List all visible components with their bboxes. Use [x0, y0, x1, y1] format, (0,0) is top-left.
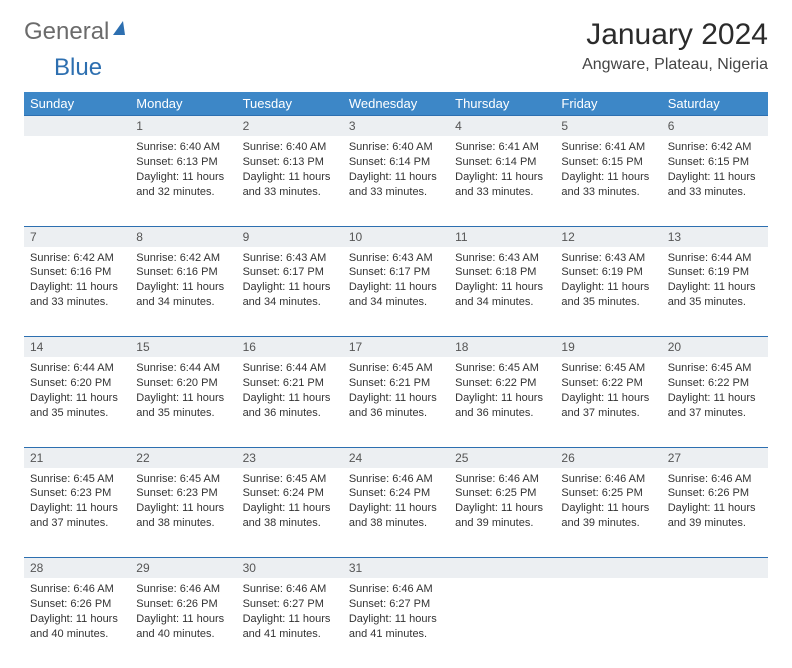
day-data-cell: Sunrise: 6:46 AMSunset: 6:25 PMDaylight:… — [555, 468, 661, 558]
day-number-cell: 9 — [237, 226, 343, 247]
brand-part1: General — [24, 18, 109, 46]
location-text: Angware, Plateau, Nigeria — [582, 56, 768, 74]
day-data-cell: Sunrise: 6:40 AMSunset: 6:13 PMDaylight:… — [130, 136, 236, 226]
day-data-cell: Sunrise: 6:42 AMSunset: 6:16 PMDaylight:… — [24, 247, 130, 337]
day-data-cell: Sunrise: 6:45 AMSunset: 6:22 PMDaylight:… — [449, 357, 555, 447]
calendar-body: 123456Sunrise: 6:40 AMSunset: 6:13 PMDay… — [24, 116, 768, 668]
day-number-cell: 19 — [555, 337, 661, 358]
day-data-cell: Sunrise: 6:42 AMSunset: 6:16 PMDaylight:… — [130, 247, 236, 337]
day-number-cell: 22 — [130, 447, 236, 468]
day-data-cell: Sunrise: 6:43 AMSunset: 6:17 PMDaylight:… — [343, 247, 449, 337]
day-number-cell: 28 — [24, 558, 130, 579]
day-data-cell: Sunrise: 6:44 AMSunset: 6:20 PMDaylight:… — [24, 357, 130, 447]
day-number-cell — [449, 558, 555, 579]
day-number-cell: 14 — [24, 337, 130, 358]
day-number-cell: 21 — [24, 447, 130, 468]
day-number-cell: 6 — [662, 116, 768, 137]
day-data-row: Sunrise: 6:40 AMSunset: 6:13 PMDaylight:… — [24, 136, 768, 226]
day-number-cell: 7 — [24, 226, 130, 247]
weekday-header: Sunday — [24, 92, 130, 116]
day-number-cell: 31 — [343, 558, 449, 579]
day-data-cell: Sunrise: 6:43 AMSunset: 6:18 PMDaylight:… — [449, 247, 555, 337]
day-data-cell: Sunrise: 6:45 AMSunset: 6:22 PMDaylight:… — [555, 357, 661, 447]
day-number-cell: 26 — [555, 447, 661, 468]
day-number-cell: 23 — [237, 447, 343, 468]
day-number-cell: 11 — [449, 226, 555, 247]
day-data-cell — [449, 578, 555, 668]
day-number-cell: 1 — [130, 116, 236, 137]
day-data-cell: Sunrise: 6:41 AMSunset: 6:14 PMDaylight:… — [449, 136, 555, 226]
day-data-cell: Sunrise: 6:41 AMSunset: 6:15 PMDaylight:… — [555, 136, 661, 226]
day-number-cell: 12 — [555, 226, 661, 247]
day-data-row: Sunrise: 6:42 AMSunset: 6:16 PMDaylight:… — [24, 247, 768, 337]
brand-sail-icon — [113, 21, 125, 35]
day-number-cell: 4 — [449, 116, 555, 137]
day-number-cell: 18 — [449, 337, 555, 358]
day-number-cell: 5 — [555, 116, 661, 137]
day-data-cell — [24, 136, 130, 226]
weekday-header: Monday — [130, 92, 236, 116]
day-data-cell: Sunrise: 6:42 AMSunset: 6:15 PMDaylight:… — [662, 136, 768, 226]
day-data-cell: Sunrise: 6:46 AMSunset: 6:27 PMDaylight:… — [343, 578, 449, 668]
day-data-cell: Sunrise: 6:43 AMSunset: 6:17 PMDaylight:… — [237, 247, 343, 337]
calendar-table: Sunday Monday Tuesday Wednesday Thursday… — [24, 92, 768, 668]
day-number-cell: 27 — [662, 447, 768, 468]
day-number-cell: 30 — [237, 558, 343, 579]
brand-part2: Blue — [24, 54, 102, 82]
day-number-cell: 29 — [130, 558, 236, 579]
day-data-cell: Sunrise: 6:45 AMSunset: 6:22 PMDaylight:… — [662, 357, 768, 447]
day-data-cell: Sunrise: 6:45 AMSunset: 6:24 PMDaylight:… — [237, 468, 343, 558]
day-number-cell: 25 — [449, 447, 555, 468]
month-title: January 2024 — [582, 18, 768, 52]
day-data-cell: Sunrise: 6:45 AMSunset: 6:23 PMDaylight:… — [130, 468, 236, 558]
day-number-row: 14151617181920 — [24, 337, 768, 358]
day-number-cell — [662, 558, 768, 579]
day-data-cell: Sunrise: 6:44 AMSunset: 6:19 PMDaylight:… — [662, 247, 768, 337]
day-data-cell: Sunrise: 6:40 AMSunset: 6:14 PMDaylight:… — [343, 136, 449, 226]
day-number-cell — [24, 116, 130, 137]
weekday-header: Tuesday — [237, 92, 343, 116]
day-number-cell: 2 — [237, 116, 343, 137]
weekday-header: Wednesday — [343, 92, 449, 116]
day-number-cell: 20 — [662, 337, 768, 358]
weekday-header-row: Sunday Monday Tuesday Wednesday Thursday… — [24, 92, 768, 116]
day-data-cell: Sunrise: 6:46 AMSunset: 6:27 PMDaylight:… — [237, 578, 343, 668]
day-data-cell — [555, 578, 661, 668]
day-data-cell: Sunrise: 6:46 AMSunset: 6:26 PMDaylight:… — [130, 578, 236, 668]
weekday-header: Thursday — [449, 92, 555, 116]
title-block: January 2024 Angware, Plateau, Nigeria — [582, 18, 768, 74]
day-data-cell: Sunrise: 6:46 AMSunset: 6:25 PMDaylight:… — [449, 468, 555, 558]
day-data-cell: Sunrise: 6:40 AMSunset: 6:13 PMDaylight:… — [237, 136, 343, 226]
brand-logo: General — [24, 18, 127, 46]
day-number-cell: 24 — [343, 447, 449, 468]
day-number-cell — [555, 558, 661, 579]
day-data-cell: Sunrise: 6:43 AMSunset: 6:19 PMDaylight:… — [555, 247, 661, 337]
weekday-header: Friday — [555, 92, 661, 116]
day-number-row: 28293031 — [24, 558, 768, 579]
day-data-row: Sunrise: 6:46 AMSunset: 6:26 PMDaylight:… — [24, 578, 768, 668]
day-data-row: Sunrise: 6:45 AMSunset: 6:23 PMDaylight:… — [24, 468, 768, 558]
day-number-cell: 8 — [130, 226, 236, 247]
day-number-row: 21222324252627 — [24, 447, 768, 468]
day-number-cell: 17 — [343, 337, 449, 358]
day-number-cell: 3 — [343, 116, 449, 137]
day-number-cell: 16 — [237, 337, 343, 358]
day-data-cell — [662, 578, 768, 668]
day-data-cell: Sunrise: 6:44 AMSunset: 6:21 PMDaylight:… — [237, 357, 343, 447]
day-number-cell: 13 — [662, 226, 768, 247]
day-data-cell: Sunrise: 6:46 AMSunset: 6:24 PMDaylight:… — [343, 468, 449, 558]
day-data-cell: Sunrise: 6:46 AMSunset: 6:26 PMDaylight:… — [662, 468, 768, 558]
day-data-row: Sunrise: 6:44 AMSunset: 6:20 PMDaylight:… — [24, 357, 768, 447]
weekday-header: Saturday — [662, 92, 768, 116]
day-number-cell: 10 — [343, 226, 449, 247]
day-number-cell: 15 — [130, 337, 236, 358]
day-number-row: 123456 — [24, 116, 768, 137]
day-data-cell: Sunrise: 6:45 AMSunset: 6:21 PMDaylight:… — [343, 357, 449, 447]
day-data-cell: Sunrise: 6:44 AMSunset: 6:20 PMDaylight:… — [130, 357, 236, 447]
day-data-cell: Sunrise: 6:45 AMSunset: 6:23 PMDaylight:… — [24, 468, 130, 558]
day-data-cell: Sunrise: 6:46 AMSunset: 6:26 PMDaylight:… — [24, 578, 130, 668]
day-number-row: 78910111213 — [24, 226, 768, 247]
